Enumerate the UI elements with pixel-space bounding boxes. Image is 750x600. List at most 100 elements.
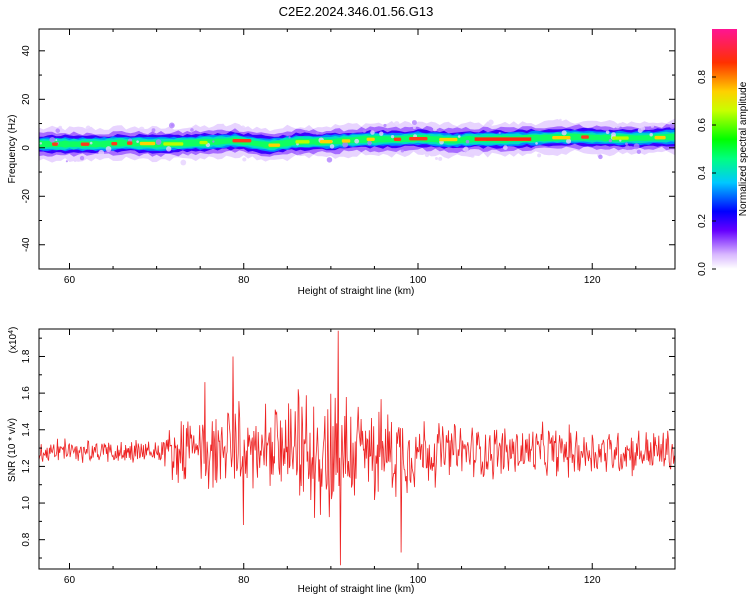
spectrogram-speckle [221, 123, 225, 127]
colorbar-tick-label: 0.8 [697, 70, 708, 84]
snr-multiplier-prefix: (x10 [8, 333, 19, 353]
spectrogram-speckle [383, 123, 387, 128]
colorbar-label: Normalized spectral amplitude [738, 81, 749, 216]
spectrogram-hotspot [295, 140, 310, 144]
spectrogram-speckle [411, 120, 417, 126]
y-tick-label: 40 [21, 45, 32, 57]
spectrogram-speckle [329, 144, 335, 149]
spectrogram-speckle [136, 140, 139, 144]
spectrogram-speckle [240, 125, 246, 131]
spectrogram-speckle [370, 130, 375, 135]
y-tick-label: 1.0 [21, 496, 32, 510]
spectrogram-speckle [138, 126, 145, 133]
spectrogram-heat [39, 118, 675, 166]
spectrogram-speckle [65, 160, 68, 163]
spectrogram-speckle [412, 126, 416, 130]
colorbar-gradient [712, 29, 737, 269]
colorbar-tick-label: 0.4 [697, 166, 708, 180]
spectrogram-speckle [242, 157, 247, 162]
spectrogram-speckle [190, 128, 194, 132]
x-tick-label: 100 [410, 275, 427, 286]
spectrogram-frame [38, 28, 676, 270]
spectrogram-speckle [650, 124, 655, 128]
spectrogram-hotspot [319, 140, 333, 144]
spectrogram-speckle [619, 139, 622, 142]
spectrogram-hotspot [366, 137, 375, 141]
spectrogram-speckle [354, 138, 360, 144]
spectrogram-speckle [89, 141, 93, 145]
spectrogram-speckle [457, 135, 461, 138]
spectrogram-speckle [649, 133, 653, 137]
spectrogram-speckle [637, 128, 643, 134]
spectrogram-speckle [669, 123, 675, 129]
spectrogram-speckle [305, 130, 308, 133]
spectrogram-hotspot [163, 142, 184, 146]
spectrogram-speckle [605, 130, 610, 135]
y-tick-label: -40 [21, 237, 32, 252]
spectrogram-speckle [105, 146, 112, 152]
spectrogram-speckle [212, 140, 215, 143]
spectrogram-speckle [488, 119, 494, 126]
spectrogram-hotspot [581, 135, 589, 139]
spectrogram-speckle [463, 146, 469, 152]
colorbar-tick-label: 0.6 [697, 118, 708, 132]
y-tick-label: 0.8 [21, 532, 32, 546]
x-tick-label: 80 [238, 575, 250, 586]
snr-x-axis: 60 80 100 120 [64, 329, 637, 586]
spectrogram-speckle [633, 143, 640, 150]
spectrogram-speckle [566, 138, 572, 144]
spectrogram-speckle [342, 141, 349, 148]
snr-multiplier-suffix: ) [8, 327, 19, 330]
spectrogram-speckle [183, 128, 186, 131]
spectrogram-hotspot [232, 138, 252, 143]
spectrogram-speckle [561, 130, 567, 136]
spectrogram-speckle [470, 153, 475, 158]
spectrogram-speckle [180, 159, 187, 166]
spectrogram-speckle [367, 140, 372, 146]
x-tick-label: 120 [584, 575, 601, 586]
spectrogram-speckle [535, 142, 538, 145]
spectrogram-speckle [315, 131, 319, 135]
spectrogram-hotspot [139, 141, 156, 146]
spectrogram-speckle [155, 139, 162, 145]
x-tick-label: 100 [410, 575, 427, 586]
spectrogram-speckle [326, 157, 333, 163]
snr-multiplier: (x104) [8, 327, 20, 354]
spectrogram-speckle [598, 154, 603, 160]
x-tick-label: 60 [64, 275, 76, 286]
spectrogram-speckle [98, 149, 105, 156]
spectrogram-hotspot [474, 137, 532, 141]
spectrogram-speckle [55, 139, 58, 142]
spectrogram-hotspot [127, 141, 133, 145]
spectrogram-hotspot [80, 142, 90, 146]
spectrogram-hotspot [439, 137, 458, 142]
spectrogram-speckle [608, 139, 612, 143]
spectrogram-speckle [170, 123, 174, 127]
spectrogram-x-label: Height of straight line (km) [298, 286, 415, 297]
spectrogram-speckle [55, 128, 61, 133]
spectrogram-panel: 60 80 100 120 40 20 0 -20 -40 Height of straigh… [7, 28, 676, 297]
y-tick-label: 1.2 [21, 459, 32, 473]
spectrogram-speckle [79, 129, 86, 135]
colorbar: 0.0 0.2 0.4 0.6 0.8 Normalized spectral ampl… [697, 29, 749, 276]
spectrogram-speckle [636, 149, 642, 154]
spectrogram-speckle [393, 121, 400, 127]
spectrogram-speckle [625, 142, 628, 146]
x-tick-label: 120 [584, 275, 601, 286]
spectrogram-speckle [186, 152, 190, 156]
spectrogram-speckle [503, 145, 508, 150]
snr-y-label: SNR (10 * v/v) [7, 418, 18, 482]
spectrogram-x-axis: 60 80 100 120 [64, 29, 637, 286]
spectrogram-hotspot [409, 137, 428, 141]
spectrogram-hotspot [393, 137, 402, 141]
y-tick-label: 1.6 [21, 386, 32, 400]
spectrogram-speckle [559, 118, 562, 122]
spectrogram-speckle [537, 153, 542, 158]
spectrogram-speckle [465, 139, 470, 144]
spectrogram-hotspot [612, 136, 629, 140]
colorbar-ticks: 0.0 0.2 0.4 0.6 0.8 [697, 70, 716, 276]
spectrogram-speckle [615, 123, 620, 129]
spectrogram-hotspot [654, 135, 666, 140]
spectrogram-speckle [362, 129, 366, 133]
